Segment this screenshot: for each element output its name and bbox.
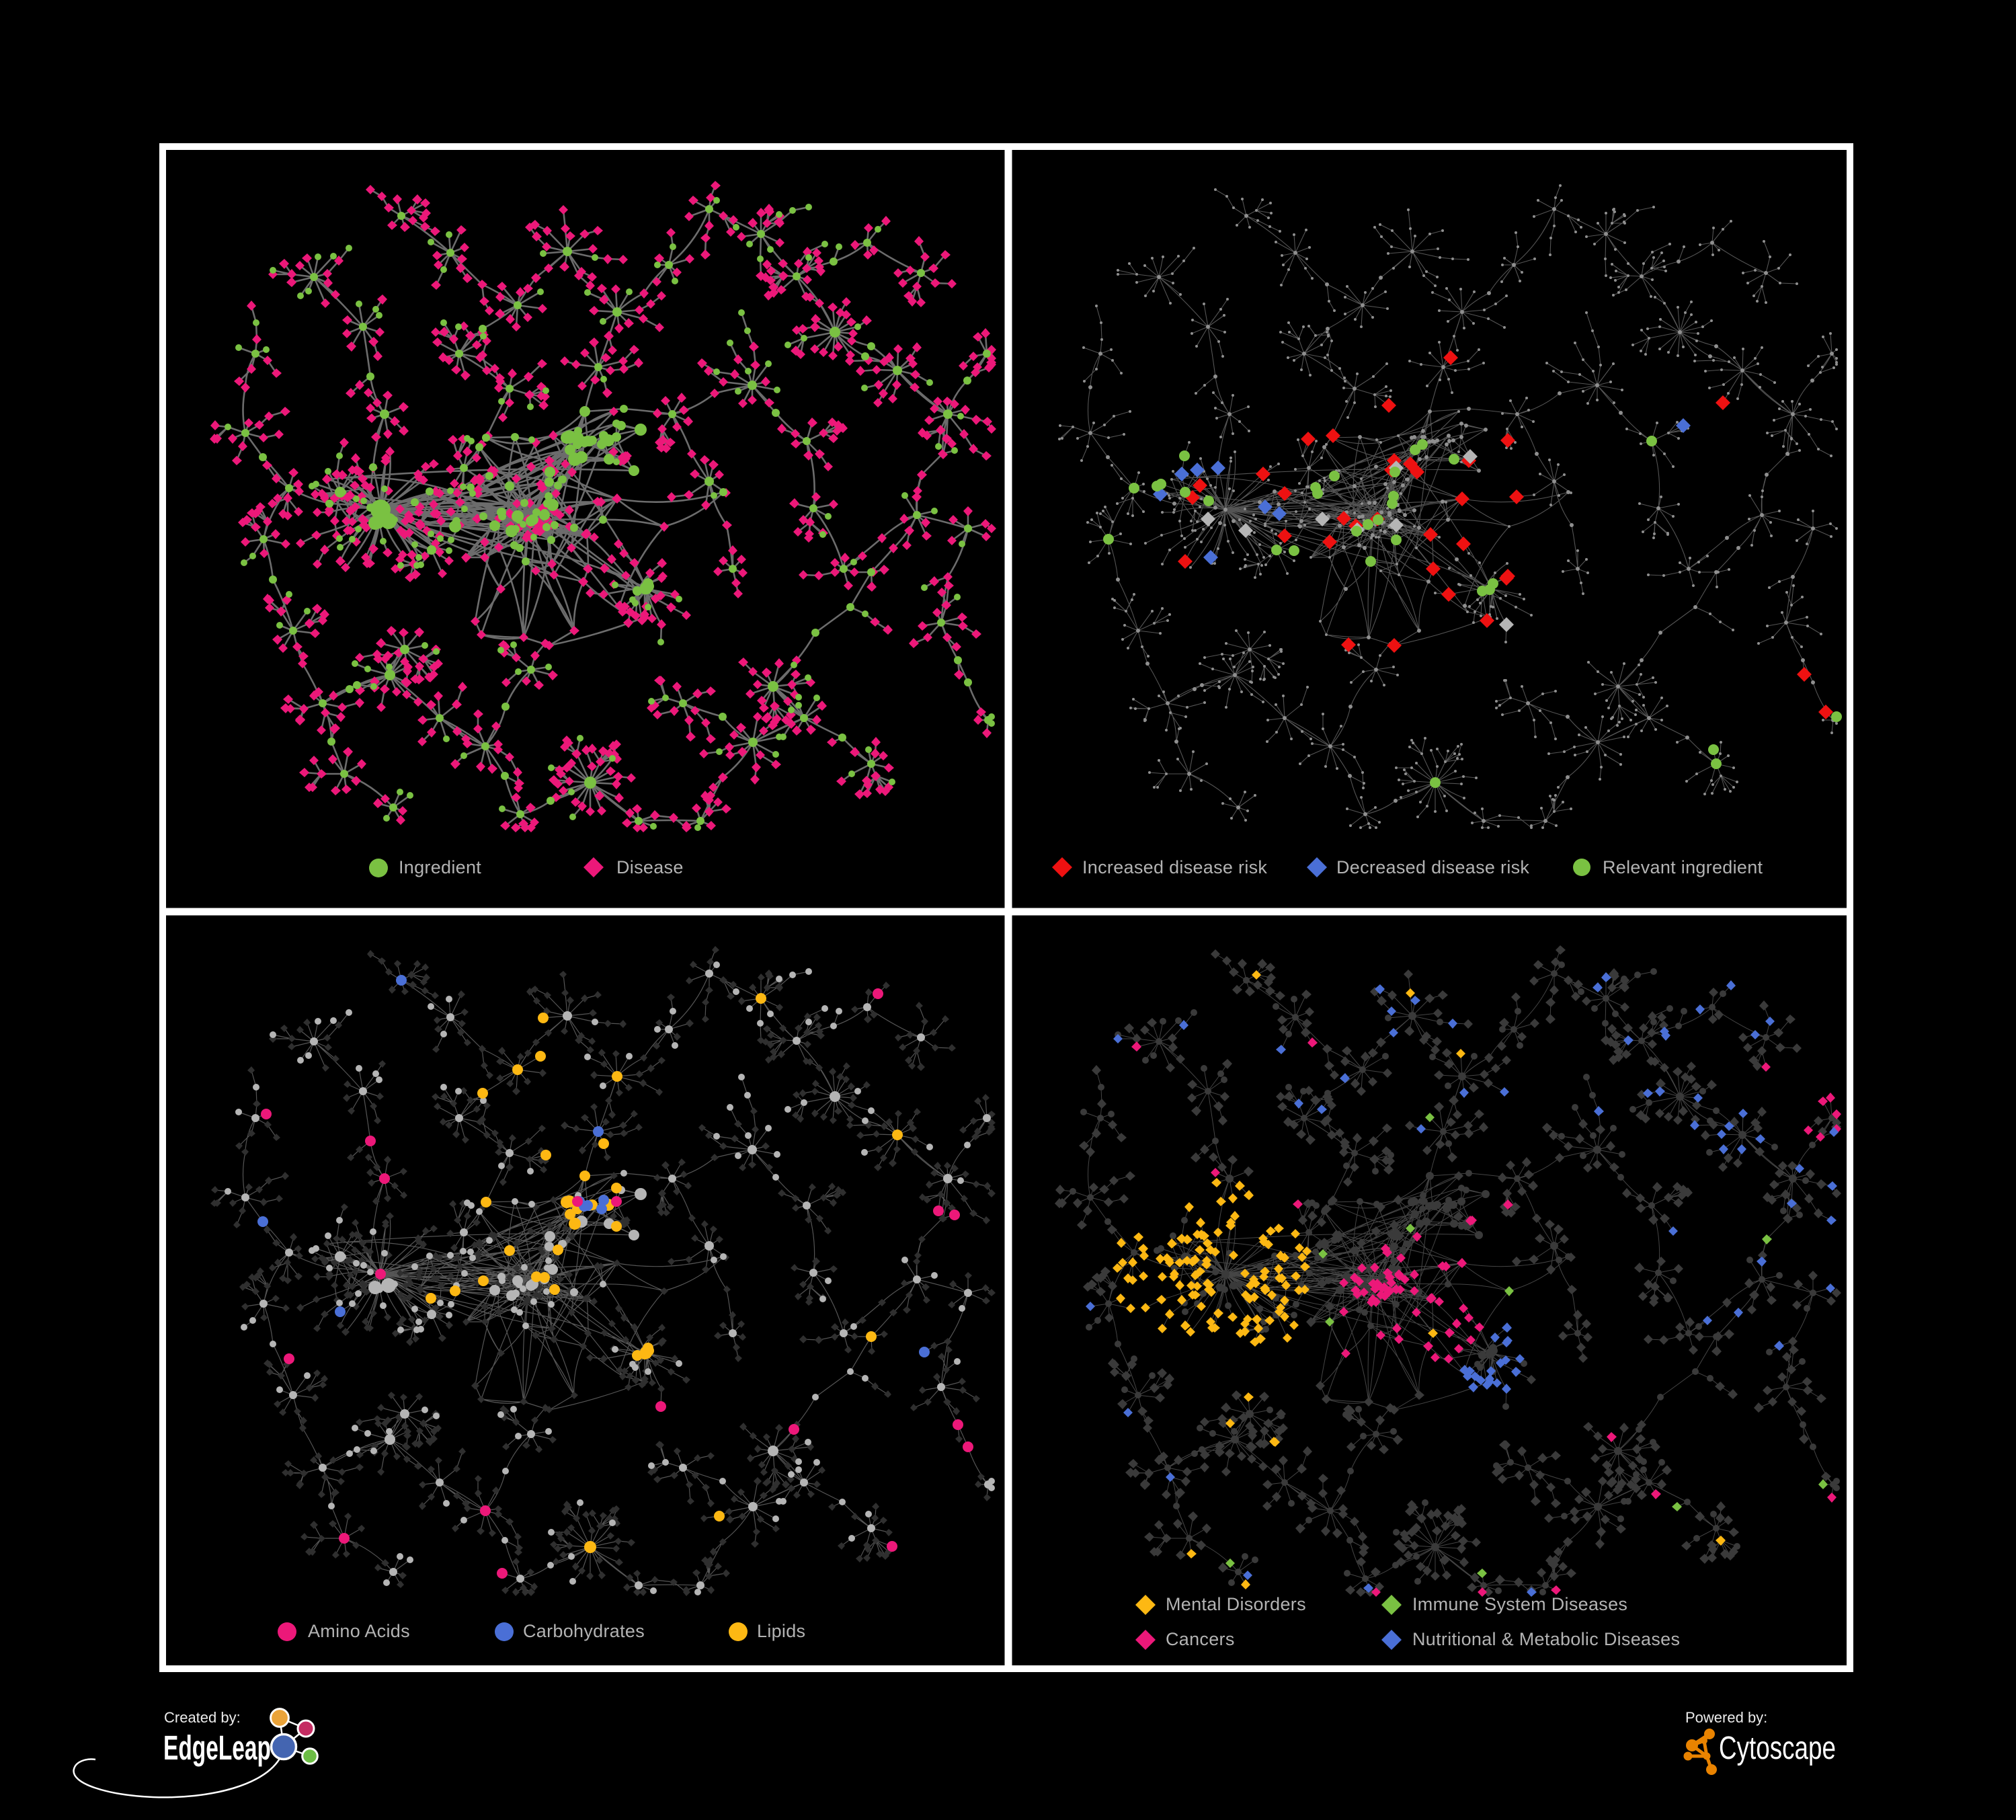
svg-text:EdgeLeap: EdgeLeap [163, 1729, 271, 1767]
svg-text:Cytoscape: Cytoscape [1719, 1731, 1836, 1766]
